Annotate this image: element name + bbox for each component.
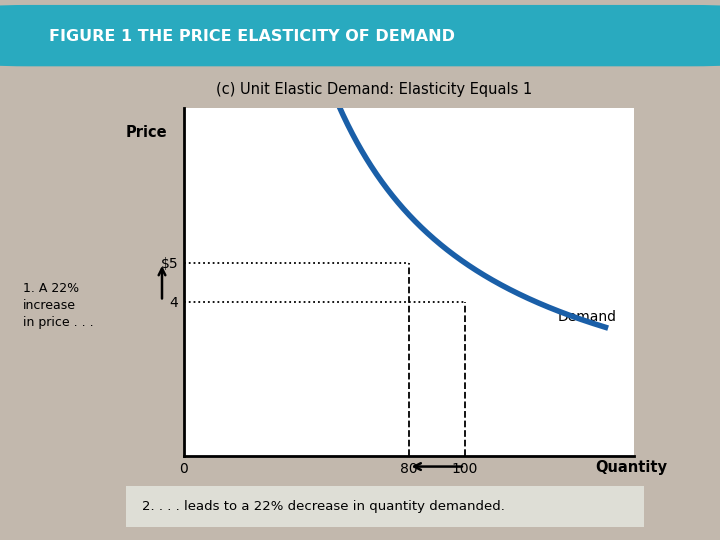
Text: Quantity: Quantity (595, 460, 667, 475)
Text: Demand: Demand (558, 310, 616, 324)
Text: FIGURE 1 THE PRICE ELASTICITY OF DEMAND: FIGURE 1 THE PRICE ELASTICITY OF DEMAND (49, 29, 454, 44)
Text: 1. A 22%
increase
in price . . .: 1. A 22% increase in price . . . (23, 281, 94, 329)
Text: (c) Unit Elastic Demand: Elasticity Equals 1: (c) Unit Elastic Demand: Elasticity Equa… (216, 82, 533, 97)
FancyBboxPatch shape (0, 5, 720, 66)
FancyBboxPatch shape (126, 486, 644, 526)
Text: 2. . . . leads to a 22% decrease in quantity demanded.: 2. . . . leads to a 22% decrease in quan… (142, 500, 505, 513)
Text: Price: Price (126, 125, 168, 140)
